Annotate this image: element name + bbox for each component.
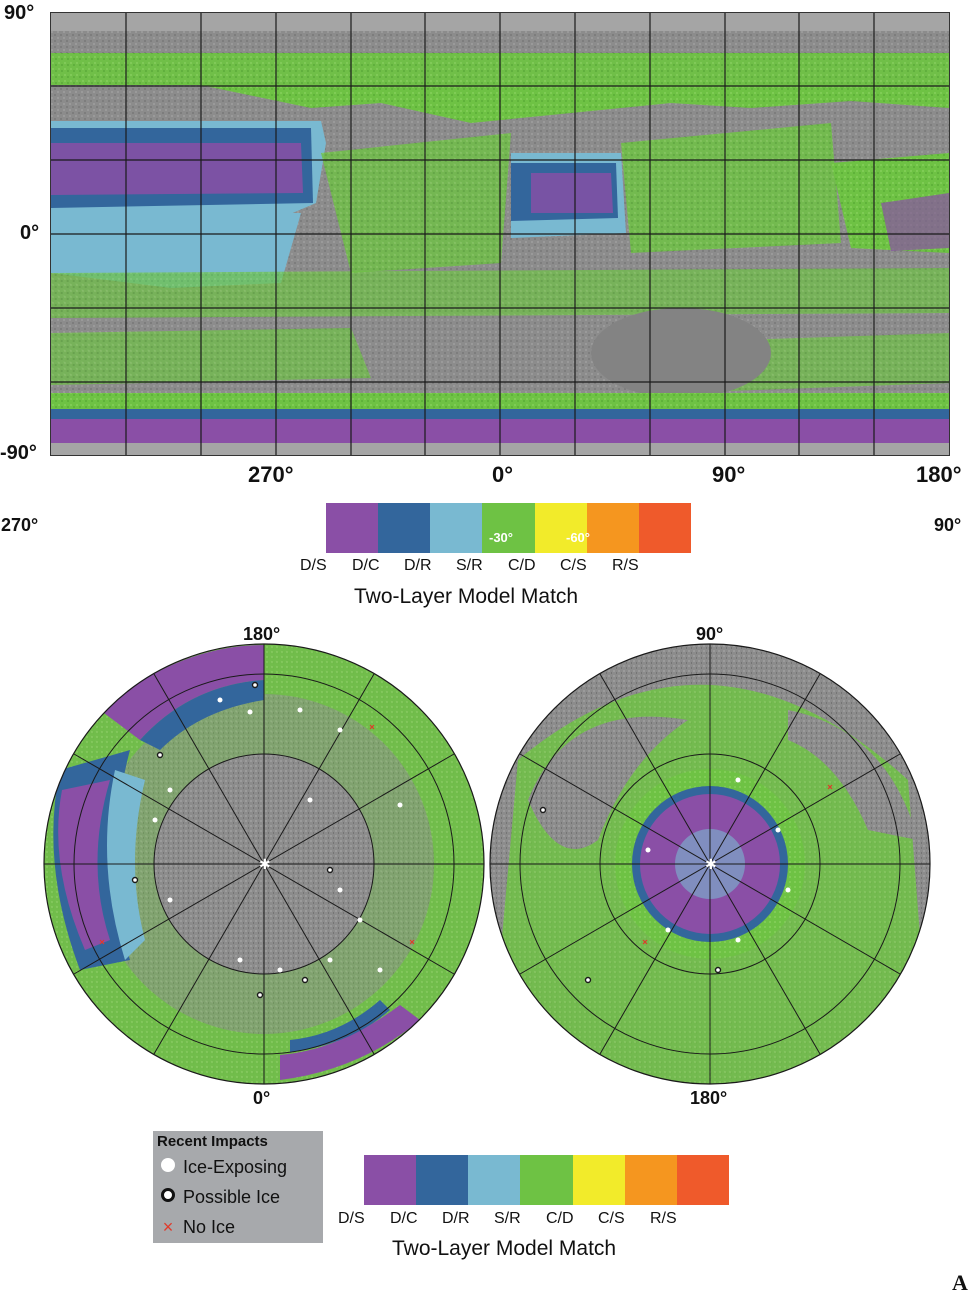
lon-label-180: 180°	[916, 462, 962, 487]
lon-label-90: 90°	[712, 462, 746, 487]
legend-code-d-s: D/S	[338, 1210, 365, 1227]
legend-code-d-s: D/S	[300, 557, 327, 574]
legend-bottom-colorbar	[364, 1155, 729, 1205]
impact-row-possible-ice: Possible Ice	[157, 1187, 280, 1208]
legend-code-s-r: S/R	[456, 557, 483, 574]
legend-swatch-r-s	[638, 503, 691, 553]
legend-code-c-s: C/S	[560, 557, 587, 574]
lon-label-270: 270°	[248, 462, 294, 487]
recent-impacts-legend: Recent Impacts Ice-Exposing Possible Ice…	[153, 1131, 323, 1243]
equatorial-light-blue	[51, 213, 301, 288]
legend-swatch-d-s	[326, 503, 379, 553]
global-map	[50, 12, 950, 456]
no-ice-label: No Ice	[183, 1217, 236, 1237]
elysium-purple	[881, 193, 949, 251]
mid-green-west	[321, 133, 511, 273]
possible-ice-label: Possible Ice	[183, 1187, 281, 1207]
white-dot-icon	[157, 1157, 179, 1178]
legend-swatch-c-d	[572, 1155, 625, 1205]
north-left-label: 270°	[1, 515, 39, 535]
legend-bottom-codes: D/S D/C D/R S/R C/D C/S R/S	[338, 1210, 758, 1232]
lat-label-90: 90°	[4, 2, 35, 24]
svg-text:✱: ✱	[705, 857, 717, 873]
map-grid	[51, 13, 949, 455]
north-ring-label-30: 30°	[47, 530, 67, 545]
mid-green-east	[621, 123, 841, 253]
legend-swatch-d-r	[468, 1155, 521, 1205]
impact-row-ice-exposing: Ice-Exposing	[157, 1157, 287, 1178]
legend-swatch-d-c	[378, 503, 431, 553]
legend-swatch-s-r	[520, 1155, 573, 1205]
north-ice-exposing-impacts	[152, 697, 403, 973]
legend-swatch-s-r	[482, 503, 535, 553]
legend-top-caption: Two-Layer Model Match	[354, 585, 579, 608]
legend-swatch-d-s	[364, 1155, 417, 1205]
panel-tag: A	[952, 1270, 968, 1295]
north-ring-label-60: 60°	[126, 530, 146, 545]
legend-swatch-r-s	[676, 1155, 729, 1205]
ice-exposing-label: Ice-Exposing	[183, 1157, 288, 1177]
south-ring-label-60: -60°	[566, 530, 590, 545]
north-possible-ice-impacts	[131, 681, 334, 999]
recent-impacts-title: Recent Impacts	[157, 1133, 268, 1150]
legend-swatch-c-s	[586, 503, 639, 553]
south-ice-exposing-impacts	[645, 777, 791, 943]
legend-code-r-s: R/S	[612, 557, 639, 574]
legend-top-codes: D/S D/C D/R S/R C/D C/S R/S	[300, 557, 720, 579]
tharsis-purple	[51, 143, 303, 195]
north-meridians	[44, 644, 484, 1084]
legend-code-c-s: C/S	[598, 1210, 625, 1227]
svg-text:✱: ✱	[259, 857, 271, 873]
north-bottom-label: 0°	[253, 1088, 271, 1108]
legend-code-s-r: S/R	[494, 1210, 521, 1227]
legend-swatch-d-c	[416, 1155, 469, 1205]
legend-code-d-c: D/C	[352, 557, 380, 574]
arabia-purple	[531, 173, 613, 213]
south-possible-ice-impacts	[539, 806, 722, 984]
south-polar-map: ✱	[489, 643, 931, 1085]
south-no-ice-impacts	[642, 784, 833, 945]
legend-top-colorbar	[326, 503, 691, 553]
north-polar-map: ✱	[43, 643, 485, 1085]
ring-dot-icon	[157, 1187, 179, 1208]
lon-label-0: 0°	[492, 462, 514, 487]
south-top-label: 90°	[696, 624, 724, 644]
south-bottom-label: 180°	[690, 1088, 728, 1108]
legend-swatch-c-s	[624, 1155, 677, 1205]
southern-green-west	[51, 328, 371, 385]
legend-code-r-s: R/S	[650, 1210, 677, 1227]
legend-code-d-r: D/R	[404, 557, 432, 574]
south-right-label: 90°	[934, 515, 962, 535]
legend-code-d-c: D/C	[390, 1210, 418, 1227]
red-cross-icon: ×	[162, 1217, 174, 1237]
legend-code-d-r: D/R	[442, 1210, 470, 1227]
impact-row-no-ice: × No Ice	[157, 1217, 235, 1238]
legend-swatch-c-d	[534, 503, 587, 553]
south-meridians	[490, 644, 930, 1084]
hellas-basin	[591, 308, 771, 398]
lat-label-minus90: -90°	[0, 442, 37, 464]
lat-label-0: 0°	[20, 222, 40, 244]
legend-code-c-d: C/D	[508, 557, 536, 574]
legend-bottom-caption: Two-Layer Model Match	[392, 1237, 617, 1260]
north-no-ice-impacts	[99, 724, 415, 945]
legend-swatch-d-r	[430, 503, 483, 553]
north-top-label: 180°	[243, 624, 281, 644]
south-ring-label-30: -30°	[489, 530, 513, 545]
legend-code-c-d: C/D	[546, 1210, 574, 1227]
